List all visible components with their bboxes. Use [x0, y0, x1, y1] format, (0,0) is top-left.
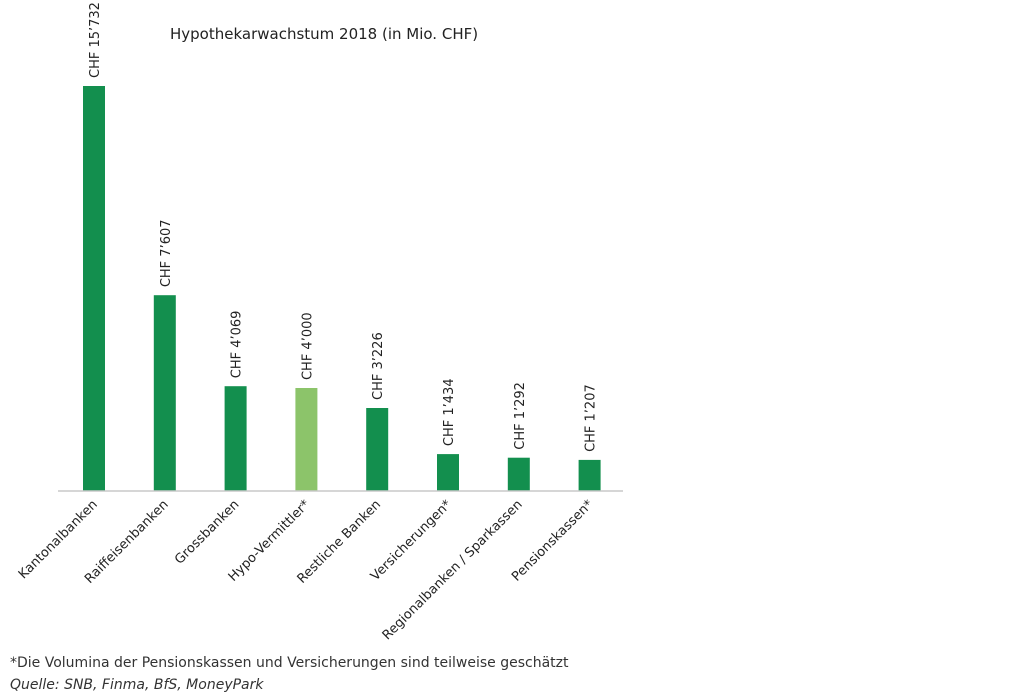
source-note: Quelle: SNB, Finma, BfS, MoneyPark: [10, 677, 264, 693]
bar: [578, 459, 601, 491]
bar: [366, 408, 389, 491]
bar: [437, 454, 459, 491]
footnote: *Die Volumina der Pensionskassen und Ver…: [10, 655, 569, 671]
bar: [295, 388, 318, 491]
bar-chart: Hypothekarwachstum 2018 (in Mio. CHF) CH…: [16, 2, 623, 643]
chart-title: Hypothekarwachstum 2018 (in Mio. CHF): [170, 25, 478, 43]
bar: [507, 457, 530, 491]
bar-value-label: CHF 1’434: [442, 378, 457, 446]
bar-value-label: CHF 4’069: [230, 311, 245, 379]
bar-value-label: CHF 1’207: [584, 384, 599, 452]
bar: [153, 295, 176, 491]
bar-value-label: CHF 15’732: [88, 2, 103, 78]
bar: [224, 386, 247, 491]
bar-value-label: CHF 3’226: [371, 332, 386, 400]
category-label: Regionalbanken / Sparkassen: [380, 497, 526, 643]
category-label: Grossbanken: [172, 497, 242, 567]
bar: [83, 86, 105, 491]
bar-value-label: CHF 1’292: [513, 382, 528, 450]
bar-value-label: CHF 7’607: [159, 219, 174, 287]
bar-value-label: CHF 4’000: [300, 312, 315, 380]
